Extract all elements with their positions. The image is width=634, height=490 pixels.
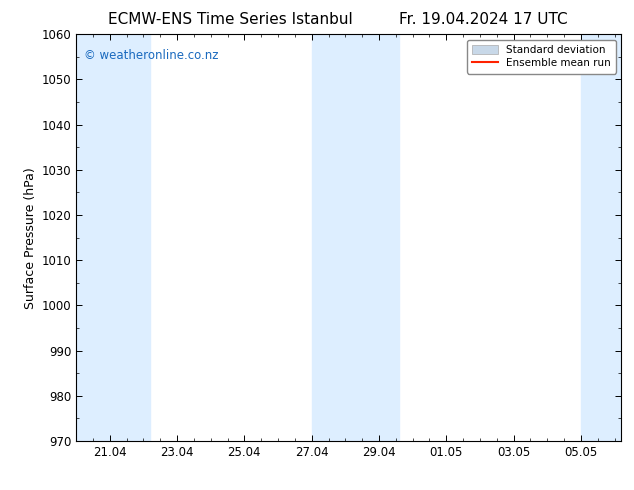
Text: © weatheronline.co.nz: © weatheronline.co.nz	[84, 49, 219, 62]
Text: ECMW-ENS Time Series Istanbul: ECMW-ENS Time Series Istanbul	[108, 12, 353, 27]
Text: Fr. 19.04.2024 17 UTC: Fr. 19.04.2024 17 UTC	[399, 12, 568, 27]
Y-axis label: Surface Pressure (hPa): Surface Pressure (hPa)	[24, 167, 37, 309]
Legend: Standard deviation, Ensemble mean run: Standard deviation, Ensemble mean run	[467, 40, 616, 74]
Bar	[312, 34, 399, 441]
Bar	[76, 34, 150, 441]
Bar	[581, 34, 621, 441]
